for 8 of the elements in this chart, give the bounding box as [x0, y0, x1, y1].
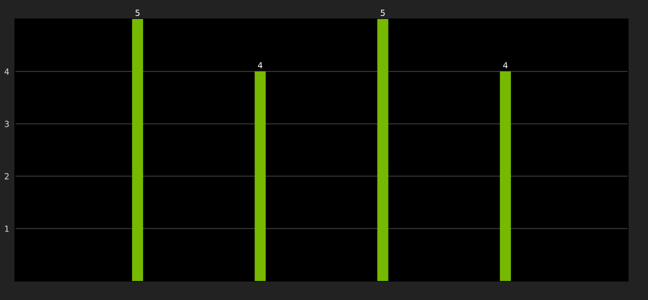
- data-label: 5: [136, 10, 140, 16]
- data-label: 4: [258, 62, 262, 68]
- y-tick-label: 3: [4, 120, 9, 128]
- y-tick-label: 1: [5, 226, 9, 232]
- y-tick-label: 2: [4, 173, 9, 180]
- y-tick-label: 4: [4, 68, 9, 75]
- data-label: 5: [380, 10, 385, 16]
- data-label: 4: [503, 62, 508, 68]
